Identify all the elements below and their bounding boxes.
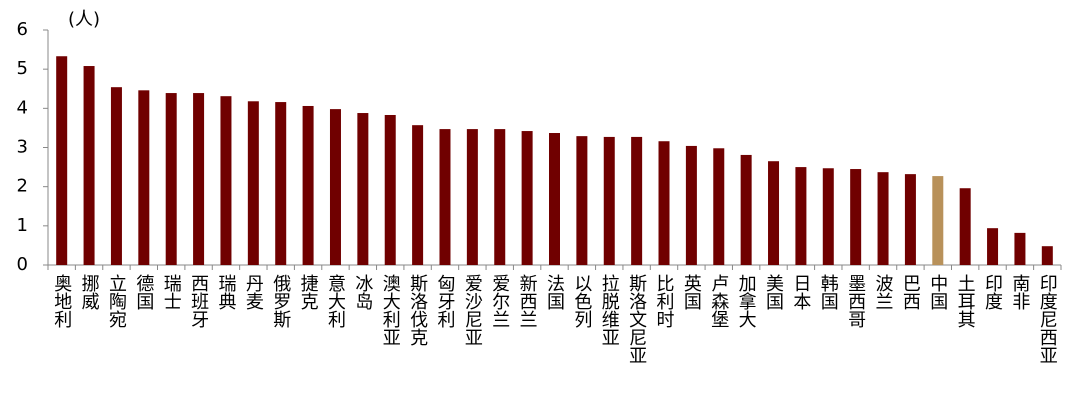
bar bbox=[56, 56, 68, 265]
x-tick-label: 意大利 bbox=[325, 274, 346, 328]
x-tick-label: 比利时 bbox=[654, 274, 675, 328]
bar bbox=[302, 105, 314, 265]
x-tick-label: 新西兰 bbox=[517, 274, 538, 328]
x-tick-label: 斯洛文尼亚 bbox=[626, 274, 647, 364]
x-tick-label: 匈牙利 bbox=[434, 274, 455, 328]
x-tick-label: 印度尼西亚 bbox=[1037, 274, 1058, 364]
bar bbox=[631, 136, 643, 265]
bar bbox=[768, 161, 780, 265]
x-tick-label: 澳大利亚 bbox=[380, 274, 401, 346]
bar bbox=[932, 176, 944, 265]
x-tick-label: 瑞典 bbox=[215, 274, 236, 310]
x-tick-label: 西班牙 bbox=[188, 274, 209, 329]
bar bbox=[466, 129, 478, 265]
y-tick-label: 3 bbox=[17, 137, 28, 158]
bar bbox=[494, 129, 506, 265]
x-tick-label: 瑞士 bbox=[161, 274, 182, 310]
bar bbox=[1014, 232, 1026, 265]
x-tick-label: 巴西 bbox=[900, 274, 921, 310]
bar bbox=[904, 174, 916, 265]
bar bbox=[740, 154, 752, 265]
x-tick-label: 卢森堡 bbox=[708, 274, 729, 328]
x-tick-label: 斯洛伐克 bbox=[407, 274, 428, 346]
x-tick-label: 美国 bbox=[763, 274, 784, 310]
y-tick-label: 2 bbox=[17, 176, 28, 197]
x-tick-label: 爱沙尼亚 bbox=[462, 274, 483, 346]
bar bbox=[1041, 246, 1053, 265]
bar bbox=[357, 113, 369, 266]
x-tick-label: 法国 bbox=[544, 274, 565, 310]
y-tick-label: 4 bbox=[17, 97, 28, 118]
x-tick-label: 俄罗斯 bbox=[270, 274, 291, 329]
bar bbox=[138, 90, 150, 265]
y-tick-label: 5 bbox=[17, 58, 28, 79]
bar bbox=[713, 148, 725, 265]
x-tick-label: 奥地利 bbox=[51, 274, 72, 328]
bar bbox=[412, 125, 424, 265]
x-tick-label: 捷克 bbox=[298, 274, 319, 310]
x-tick-label: 拉脱维亚 bbox=[599, 274, 620, 346]
bar bbox=[247, 101, 259, 266]
x-tick-label: 墨西哥 bbox=[845, 274, 866, 328]
x-tick-label: 波兰 bbox=[873, 274, 894, 310]
bar bbox=[384, 114, 396, 265]
bar bbox=[329, 109, 341, 265]
bar bbox=[822, 168, 834, 265]
bar bbox=[220, 96, 232, 265]
x-tick-label: 中国 bbox=[927, 274, 948, 310]
x-tick-label: 挪威 bbox=[79, 274, 100, 311]
bar bbox=[521, 131, 533, 265]
bar bbox=[110, 87, 122, 265]
x-tick-label: 冰岛 bbox=[352, 274, 373, 311]
bar bbox=[603, 136, 615, 265]
bar bbox=[987, 228, 999, 265]
y-tick-label: 0 bbox=[17, 254, 28, 275]
bar bbox=[275, 102, 287, 265]
y-axis-label: (人) bbox=[68, 9, 100, 30]
bar bbox=[549, 133, 560, 265]
x-tick-label: 加拿大 bbox=[736, 274, 757, 328]
bar bbox=[83, 66, 95, 266]
x-tick-label: 丹麦 bbox=[243, 274, 264, 310]
x-tick-label: 立陶宛 bbox=[106, 274, 127, 328]
x-tick-label: 德国 bbox=[133, 274, 154, 310]
bar bbox=[576, 136, 588, 265]
bar bbox=[193, 93, 205, 265]
x-tick-label: 以色列 bbox=[571, 274, 592, 328]
y-tick-label: 6 bbox=[17, 19, 28, 40]
x-tick-label: 韩国 bbox=[818, 274, 839, 310]
bar bbox=[658, 141, 670, 265]
bar bbox=[877, 172, 889, 265]
x-tick-label: 日本 bbox=[790, 274, 811, 310]
bar bbox=[959, 188, 971, 265]
bar bbox=[439, 129, 451, 265]
bar bbox=[795, 167, 807, 265]
bar bbox=[685, 145, 697, 265]
x-tick-label: 爱尔兰 bbox=[489, 274, 510, 328]
x-tick-label: 土耳其 bbox=[955, 274, 976, 328]
x-tick-label: 南非 bbox=[1009, 274, 1030, 310]
y-tick-label: 1 bbox=[17, 215, 28, 236]
x-tick-label: 英国 bbox=[681, 274, 702, 310]
bar bbox=[165, 93, 177, 265]
bar bbox=[850, 169, 862, 265]
x-tick-label: 印度 bbox=[982, 274, 1003, 310]
